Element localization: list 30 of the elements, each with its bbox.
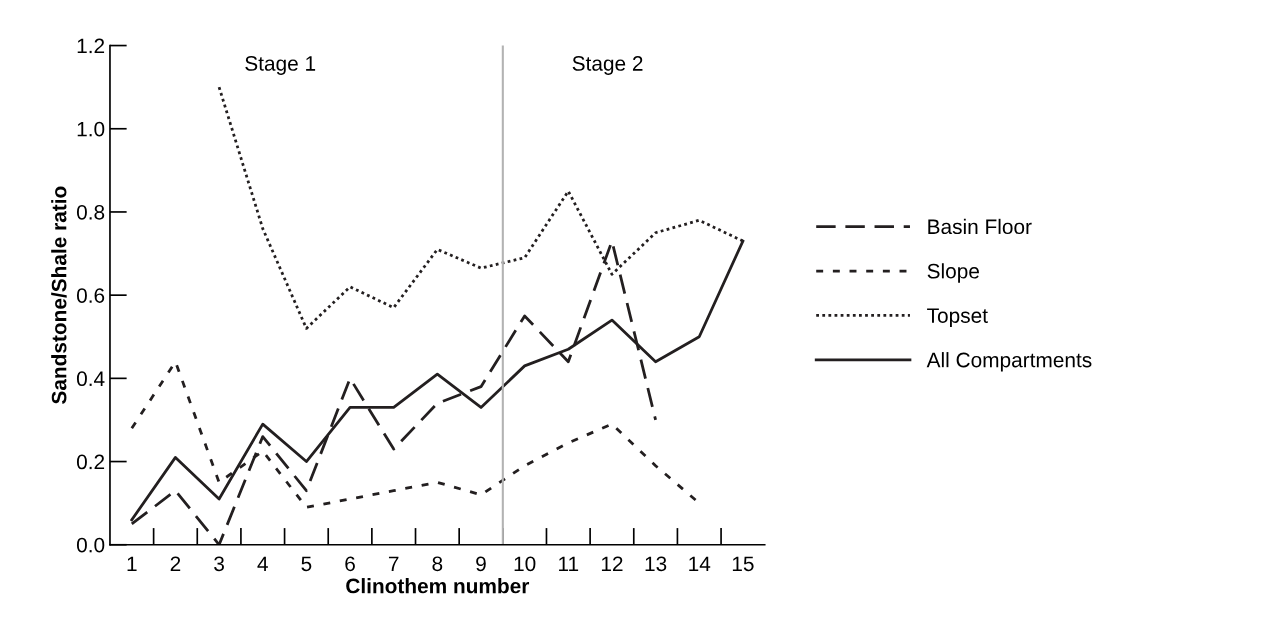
x-tick-label: 9	[476, 556, 486, 572]
y-tick-label: 0.8	[76, 204, 105, 220]
x-tick-label: 4	[257, 556, 268, 571]
x-tick-label: 15	[732, 556, 754, 572]
annotation: Stage 2	[572, 56, 643, 75]
y-axis-title: Sandstone/Shale ratio	[51, 186, 67, 404]
x-tick-label: 2	[170, 556, 181, 571]
y-tick-label: 0.6	[76, 288, 105, 303]
y-tick-label: 0.4	[76, 371, 105, 387]
x-tick-label: 13	[645, 556, 667, 572]
x-tick-label: 7	[388, 556, 399, 571]
x-tick-label: 6	[345, 556, 355, 572]
legend-label: All Compartments	[926, 352, 1092, 372]
legend-label: Basin Floor	[928, 218, 1032, 235]
x-tick-label: 5	[301, 556, 312, 572]
x-axis-title: Clinothem number	[346, 578, 530, 594]
x-tick-label: 3	[214, 556, 224, 572]
x-tick-label: 11	[559, 556, 579, 571]
y-tick-label: 1.2	[77, 38, 105, 54]
y-tick-label: 0.2	[76, 454, 105, 470]
legend-label: Slope	[927, 263, 979, 283]
legend-label: Topset	[927, 308, 988, 328]
annotation: Stage 1	[245, 56, 316, 75]
x-tick-label: 1	[127, 556, 137, 571]
y-tick-label: 0.0	[76, 537, 105, 553]
x-tick-label: 14	[689, 556, 711, 571]
x-tick-label: 8	[432, 556, 443, 572]
x-tick-label: 12	[601, 556, 623, 571]
x-tick-label: 10	[514, 556, 536, 572]
y-tick-label: 1.0	[77, 121, 105, 137]
